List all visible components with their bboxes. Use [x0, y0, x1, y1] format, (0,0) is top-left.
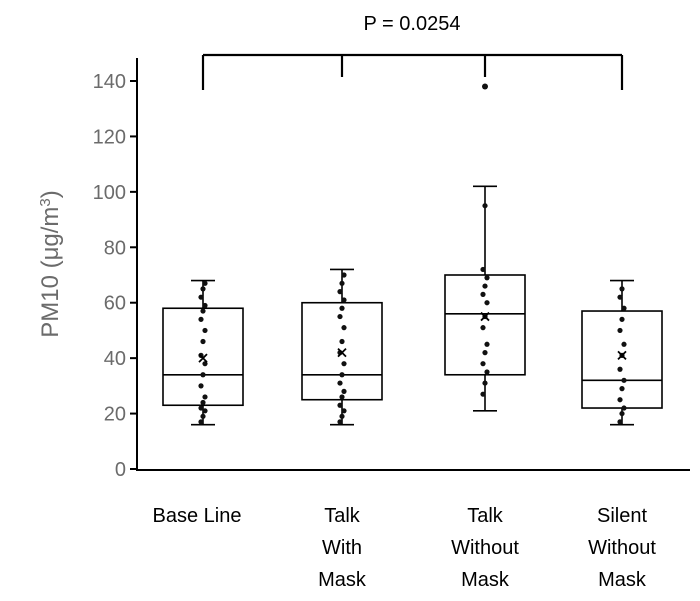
x-category-label: Talk [324, 505, 361, 527]
outlier-point [482, 83, 488, 90]
data-point [200, 372, 206, 378]
data-point [482, 203, 488, 209]
data-point [337, 313, 343, 320]
data-point [341, 297, 347, 303]
data-point [621, 305, 627, 311]
data-point [200, 338, 206, 345]
data-point [202, 302, 208, 309]
y-tick-label: 60 [104, 293, 126, 315]
y-tick-label: 0 [115, 459, 126, 481]
mean-marker [480, 311, 490, 322]
data-point [341, 325, 347, 331]
y-tick-label: 100 [93, 182, 126, 204]
data-point [202, 394, 208, 400]
data-point [341, 272, 347, 278]
data-point [619, 316, 625, 322]
data-point [341, 361, 347, 367]
x-category-label: Mask [461, 569, 510, 591]
data-point [337, 402, 343, 408]
data-point [484, 341, 490, 347]
data-point [200, 413, 206, 419]
box-iqr [581, 310, 663, 409]
data-point [621, 405, 627, 411]
data-point [480, 325, 486, 331]
mean-marker [337, 347, 347, 358]
mean-marker [617, 350, 627, 361]
data-point [617, 327, 623, 334]
data-point [482, 350, 488, 356]
svg-text:PM10 (μg/m3): PM10 (μg/m3) [37, 190, 65, 338]
data-point [482, 283, 488, 289]
x-category-label: Talk [467, 505, 504, 527]
data-point [339, 338, 345, 345]
data-point [198, 383, 204, 389]
data-point [339, 372, 345, 378]
data-point [202, 280, 208, 286]
data-point [337, 419, 343, 425]
y-tick-label: 140 [93, 71, 126, 93]
data-point [619, 410, 625, 417]
data-point [480, 361, 486, 367]
x-category-label: Without [588, 537, 656, 559]
data-point [484, 369, 490, 375]
data-point [339, 280, 345, 286]
x-category-label: Mask [598, 569, 647, 591]
data-point [484, 275, 490, 281]
data-point [480, 391, 486, 397]
data-point [619, 386, 625, 392]
data-point [337, 289, 343, 295]
y-axis-label: PM10 (μg/m3) [37, 190, 65, 338]
data-point [617, 366, 623, 372]
data-point [198, 405, 204, 411]
data-point [200, 286, 206, 292]
plot-area: 0 20 40 60 80 100 120 140 Base Line Talk With Mask T… [93, 53, 690, 591]
data-point [339, 413, 345, 419]
data-point [482, 380, 488, 386]
x-category-label: Silent [597, 505, 647, 527]
y-tick-label: 40 [104, 348, 126, 370]
data-point [617, 294, 623, 300]
data-point [621, 377, 627, 383]
y-tick-label: 20 [104, 404, 126, 426]
x-category-label: Base Line [153, 505, 242, 527]
data-point [341, 388, 347, 394]
mean-marker [198, 353, 208, 363]
data-point [621, 341, 627, 347]
x-category-label: With [322, 537, 362, 559]
y-tick-label: 80 [104, 237, 126, 259]
data-point [198, 419, 204, 425]
data-point [198, 316, 204, 322]
data-point [341, 408, 347, 414]
y-tick-label: 120 [93, 126, 126, 148]
data-point [617, 419, 623, 425]
data-point [202, 327, 208, 334]
data-point [339, 305, 345, 311]
x-category-label: Mask [318, 569, 367, 591]
data-point [339, 394, 345, 400]
data-point [480, 266, 486, 273]
x-category-label: Without [451, 537, 519, 559]
data-point [198, 294, 204, 300]
data-point [200, 308, 206, 314]
data-point [480, 291, 486, 297]
data-point [202, 408, 208, 414]
data-point [484, 300, 490, 306]
data-point [337, 380, 343, 386]
data-point [619, 286, 625, 292]
box-iqr [444, 274, 526, 376]
p-value-annotation: P = 0.0254 [364, 13, 461, 35]
data-point [617, 397, 623, 403]
data-point [200, 399, 206, 406]
